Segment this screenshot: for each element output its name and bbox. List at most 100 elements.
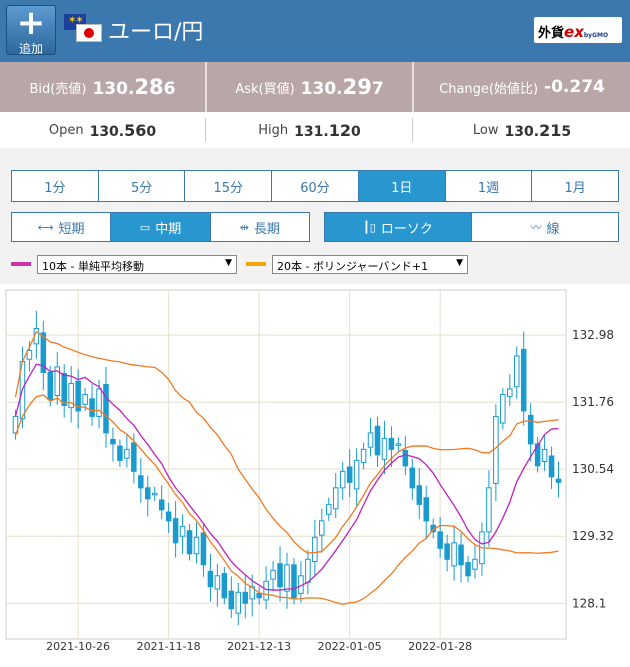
candle-body bbox=[256, 592, 262, 599]
range-mid-label: 中期 bbox=[155, 221, 182, 237]
low-label: Low bbox=[472, 122, 499, 138]
timeframe-tab-3[interactable]: 60分 bbox=[272, 171, 359, 201]
bid-value: 130.286 bbox=[92, 75, 175, 99]
timeframe-tab-4[interactable]: 1日 bbox=[358, 171, 446, 201]
timeframe-tabs: 1分 5分 15分 60分 1日 1週 1月 bbox=[11, 170, 619, 202]
candle-body bbox=[402, 449, 409, 467]
open-tail: 0 bbox=[146, 123, 157, 140]
ask-main: 130. bbox=[300, 79, 343, 99]
timeframe-tab-0[interactable]: 1分 bbox=[12, 171, 99, 201]
open-label: Open bbox=[48, 122, 84, 138]
timeframe-tab-2[interactable]: 15分 bbox=[185, 171, 273, 201]
range-long-button[interactable]: ⇹ 長期 bbox=[211, 213, 309, 241]
candle-body bbox=[507, 388, 513, 398]
candle-body bbox=[82, 393, 88, 405]
bid-label: Bid(売値) bbox=[29, 81, 87, 97]
y-tick-label: 130.54 bbox=[572, 462, 614, 476]
candle-body bbox=[61, 373, 67, 406]
candle-body bbox=[353, 459, 360, 490]
candle-body bbox=[138, 475, 144, 489]
candle-body bbox=[124, 448, 130, 459]
candle-body bbox=[200, 532, 207, 566]
open-main: 130. bbox=[89, 123, 125, 140]
candle-body bbox=[193, 536, 200, 555]
ask-big: 29 bbox=[342, 75, 372, 99]
quote-row: Bid(売値) 130.286 Ask(買値) 130.297 Change(始… bbox=[0, 62, 630, 112]
candle-body bbox=[465, 562, 471, 577]
range-buttons: ⟷ 短期 ▭ 中期 ⇹ 長期 bbox=[11, 212, 310, 242]
currency-flags: ✶✶ bbox=[64, 14, 104, 46]
high-value: 131.120 bbox=[294, 121, 361, 140]
candle-body bbox=[221, 573, 228, 599]
candle-body bbox=[416, 485, 423, 505]
add-button[interactable]: + 追加 bbox=[6, 3, 56, 56]
line-type-label: 線 bbox=[546, 221, 560, 237]
candle-body bbox=[228, 590, 235, 610]
plus-icon: + bbox=[16, 3, 46, 43]
candle-body bbox=[339, 470, 346, 489]
bid-quote: Bid(売値) 130.286 bbox=[0, 62, 205, 112]
candle-body bbox=[548, 455, 555, 478]
candle-body bbox=[144, 487, 151, 500]
open-big: 56 bbox=[124, 120, 147, 140]
candle-body bbox=[513, 355, 520, 388]
japan-flag-icon bbox=[76, 24, 102, 42]
candle-body bbox=[360, 448, 367, 464]
line-type-button[interactable]: 〰線 bbox=[472, 213, 618, 241]
timeframe-tab-5[interactable]: 1週 bbox=[446, 171, 533, 201]
low-value: 130.215 bbox=[505, 121, 572, 140]
candle-body bbox=[381, 437, 388, 460]
candle-body bbox=[110, 438, 116, 445]
bb-select[interactable]: 20本 - ボリンジャーバンド+1 ▼ bbox=[272, 254, 468, 274]
ask-value: 130.297 bbox=[301, 75, 384, 99]
ask-label: Ask(買値) bbox=[235, 81, 295, 97]
candle-body bbox=[263, 580, 269, 601]
chart-area[interactable]: 132.98 131.76 130.54 129.32 128.1 2021-10-26 2… bbox=[0, 284, 630, 667]
timeframe-tab-6[interactable]: 1月 bbox=[564, 180, 586, 196]
candle-body bbox=[179, 525, 186, 537]
low-big: 21 bbox=[539, 120, 562, 140]
high-main: 131. bbox=[294, 123, 329, 140]
candle-body bbox=[312, 536, 318, 563]
candle-body bbox=[249, 586, 255, 600]
ma-indicator: 10本 - 単純平均移動 ▼ bbox=[11, 254, 237, 274]
candle-body bbox=[165, 511, 172, 522]
candle-body bbox=[103, 384, 109, 434]
candle-type-label: ローソク bbox=[380, 221, 433, 237]
x-tick-label: 2021-10-26 bbox=[46, 640, 110, 653]
candle-body bbox=[40, 332, 47, 373]
ma-swatch bbox=[11, 262, 31, 266]
mid-range-icon: ▭ bbox=[139, 220, 151, 234]
candle-body bbox=[305, 558, 311, 583]
quote-divider bbox=[205, 62, 207, 112]
change-quote: Change(始値比) -0.274 bbox=[414, 62, 630, 112]
candle-body bbox=[235, 591, 242, 614]
gaika-ex-logo: 外貨exbyGMO bbox=[534, 17, 622, 43]
logo-text-a: 外貨 bbox=[538, 26, 565, 41]
timeframe-tab-1[interactable]: 5分 bbox=[99, 171, 186, 201]
bb-indicator: 20本 - ボリンジャーバンド+1 ▼ bbox=[246, 254, 468, 274]
candle-body bbox=[472, 558, 478, 570]
candle-body bbox=[186, 530, 193, 555]
candle-body bbox=[89, 398, 95, 417]
candle-body bbox=[151, 492, 158, 496]
y-tick-label: 129.32 bbox=[572, 529, 614, 543]
x-tick-label: 2021-11-18 bbox=[137, 640, 201, 653]
range-mid-button[interactable]: ▭ 中期 bbox=[111, 213, 211, 241]
candlestick-chart[interactable]: 132.98 131.76 130.54 129.32 128.1 2021-10-26 2… bbox=[0, 284, 630, 667]
candle-body bbox=[388, 437, 395, 450]
x-tick-label: 2022-01-05 bbox=[318, 640, 382, 653]
ma-select[interactable]: 10本 - 単純平均移動 ▼ bbox=[37, 254, 237, 274]
bollinger-upper-line bbox=[14, 330, 559, 554]
moving-average-line bbox=[14, 363, 559, 591]
bb-swatch bbox=[246, 262, 266, 266]
candle-body bbox=[444, 543, 450, 560]
x-tick-label: 2022-01-28 bbox=[408, 640, 472, 653]
x-tick-label: 2021-12-13 bbox=[227, 640, 291, 653]
candle-body bbox=[367, 432, 374, 448]
ohl-divider bbox=[205, 118, 206, 142]
candle-type-button[interactable]: ┃▯ ローソク bbox=[325, 213, 472, 241]
range-short-button[interactable]: ⟷ 短期 bbox=[12, 213, 112, 241]
candle-body bbox=[486, 487, 492, 533]
